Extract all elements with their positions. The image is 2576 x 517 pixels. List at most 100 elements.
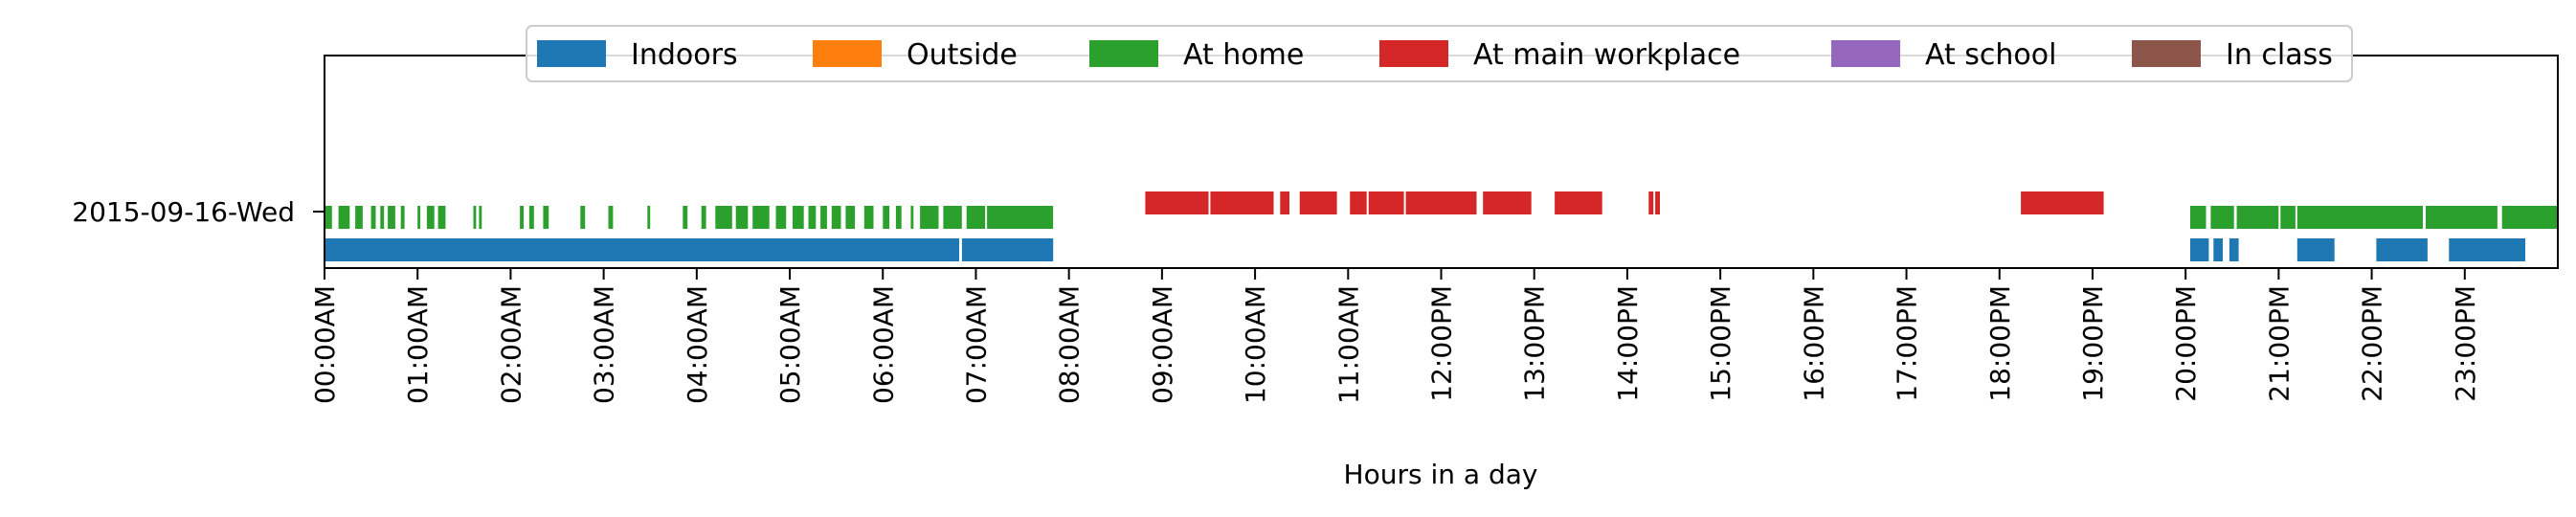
bars-layer bbox=[325, 191, 2558, 261]
legend-label: At main workplace bbox=[1473, 38, 1740, 72]
x-tick-label: 03:00AM bbox=[589, 285, 620, 404]
legend-swatch-at-home bbox=[1089, 40, 1158, 67]
bar-at-home-27 bbox=[831, 206, 841, 229]
bar-at-home-4 bbox=[380, 206, 385, 229]
bar-at-home-37 bbox=[2190, 206, 2206, 229]
bar-indoors-1 bbox=[961, 238, 1054, 261]
bar-indoors-6 bbox=[2376, 238, 2428, 261]
bar-at-home-38 bbox=[2210, 206, 2234, 229]
bar-at-home-23 bbox=[775, 206, 787, 229]
bar-at-home-7 bbox=[417, 206, 421, 229]
x-tick-label: 12:00PM bbox=[1426, 285, 1458, 402]
bar-at-home-1 bbox=[338, 206, 350, 229]
bar-at-home-26 bbox=[820, 206, 827, 229]
legend-swatch-at-school bbox=[1831, 40, 1900, 67]
x-tick-label: 06:00AM bbox=[867, 285, 899, 404]
legend-label: At home bbox=[1183, 38, 1304, 72]
legend-label: At school bbox=[1925, 38, 2056, 72]
legend-label: Outside bbox=[907, 38, 1018, 72]
bar-at-home-0 bbox=[325, 206, 332, 229]
legend-swatch-in-class bbox=[2132, 40, 2201, 67]
bar-at-main-workplace-11 bbox=[2021, 191, 2104, 214]
legend-label: In class bbox=[2226, 38, 2333, 72]
x-tick-label: 01:00AM bbox=[402, 285, 434, 404]
bar-indoors-3 bbox=[2213, 238, 2223, 261]
x-axis-label: Hours in a day bbox=[1344, 459, 1538, 490]
bar-at-main-workplace-1 bbox=[1210, 191, 1274, 214]
bar-at-home-5 bbox=[388, 206, 395, 229]
plot-frame bbox=[324, 55, 2559, 269]
x-tick-label: 02:00AM bbox=[495, 285, 526, 404]
x-tick-label: 11:00AM bbox=[1333, 285, 1364, 404]
bar-indoors-4 bbox=[2229, 238, 2239, 261]
x-tick-label: 09:00AM bbox=[1147, 285, 1178, 404]
x-tick-label: 19:00PM bbox=[2077, 285, 2109, 402]
x-tick-label: 22:00PM bbox=[2357, 285, 2388, 402]
bar-at-main-workplace-2 bbox=[1280, 191, 1289, 214]
bar-at-main-workplace-9 bbox=[1648, 191, 1654, 214]
x-tick-label: 04:00AM bbox=[682, 285, 713, 404]
bar-at-home-8 bbox=[426, 206, 435, 229]
x-tick-label: 23:00PM bbox=[2450, 285, 2481, 402]
bar-at-main-workplace-7 bbox=[1483, 191, 1532, 214]
bar-at-main-workplace-0 bbox=[1145, 191, 1209, 214]
bar-at-home-43 bbox=[2501, 206, 2558, 229]
x-tick-label: 15:00PM bbox=[1705, 285, 1736, 402]
legend-swatch-at-main-workplace bbox=[1379, 40, 1448, 67]
bar-at-home-20 bbox=[715, 206, 732, 229]
bar-at-home-12 bbox=[520, 206, 524, 229]
x-tick-label: 08:00AM bbox=[1054, 285, 1086, 404]
bar-at-home-3 bbox=[370, 206, 376, 229]
bar-at-home-25 bbox=[808, 206, 817, 229]
x-tick-label: 20:00PM bbox=[2170, 285, 2202, 402]
bar-at-main-workplace-8 bbox=[1555, 191, 1602, 214]
bar-at-home-29 bbox=[863, 206, 874, 229]
bar-at-home-2 bbox=[355, 206, 363, 229]
legend-label: Indoors bbox=[631, 38, 738, 72]
bar-at-home-17 bbox=[647, 206, 651, 229]
bar-indoors-5 bbox=[2296, 238, 2335, 261]
bar-at-home-14 bbox=[543, 206, 549, 229]
x-tick-label: 17:00PM bbox=[1892, 285, 1923, 402]
bar-at-home-16 bbox=[608, 206, 614, 229]
bar-indoors-7 bbox=[2449, 238, 2525, 261]
bar-at-home-31 bbox=[895, 206, 902, 229]
bar-at-home-22 bbox=[752, 206, 770, 229]
bar-at-home-19 bbox=[701, 206, 706, 229]
bar-at-home-21 bbox=[735, 206, 749, 229]
legend-swatch-outside bbox=[813, 40, 882, 67]
bar-at-home-24 bbox=[793, 206, 804, 229]
bar-at-home-30 bbox=[883, 206, 890, 229]
x-tick-label: 10:00AM bbox=[1240, 285, 1271, 404]
bar-at-home-42 bbox=[2426, 206, 2498, 229]
bar-at-home-40 bbox=[2280, 206, 2296, 229]
x-tick-label: 05:00AM bbox=[774, 285, 806, 404]
bar-at-home-32 bbox=[910, 206, 914, 229]
bar-at-home-41 bbox=[2296, 206, 2423, 229]
y-axis: 2015-09-16-Wed bbox=[72, 196, 325, 228]
bar-at-home-34 bbox=[943, 206, 962, 229]
x-tick-label: 21:00PM bbox=[2263, 285, 2295, 402]
x-tick-label: 14:00PM bbox=[1612, 285, 1644, 402]
bar-at-home-36 bbox=[987, 206, 1054, 229]
bar-at-home-28 bbox=[845, 206, 856, 229]
legend: Indoors Outside At home At main workplace At… bbox=[526, 25, 2353, 82]
bar-at-home-11 bbox=[479, 206, 482, 229]
bar-at-home-13 bbox=[528, 206, 534, 229]
bar-at-home-10 bbox=[473, 206, 477, 229]
bar-at-main-workplace-3 bbox=[1299, 191, 1337, 214]
bar-indoors-2 bbox=[2190, 238, 2209, 261]
bar-at-home-39 bbox=[2236, 206, 2279, 229]
x-tick-label: 13:00PM bbox=[1519, 285, 1551, 402]
bar-at-home-15 bbox=[580, 206, 586, 229]
bar-at-main-workplace-5 bbox=[1368, 191, 1404, 214]
bar-at-home-18 bbox=[683, 206, 688, 229]
legend-swatch-indoors bbox=[537, 40, 606, 67]
x-tick-label: 16:00PM bbox=[1798, 285, 1829, 402]
bar-at-main-workplace-6 bbox=[1405, 191, 1477, 214]
x-tick-label: 18:00PM bbox=[1984, 285, 2016, 402]
x-tick-label: 07:00AM bbox=[961, 285, 993, 404]
bar-at-home-9 bbox=[437, 206, 446, 229]
x-tick-label: 00:00AM bbox=[309, 285, 341, 404]
